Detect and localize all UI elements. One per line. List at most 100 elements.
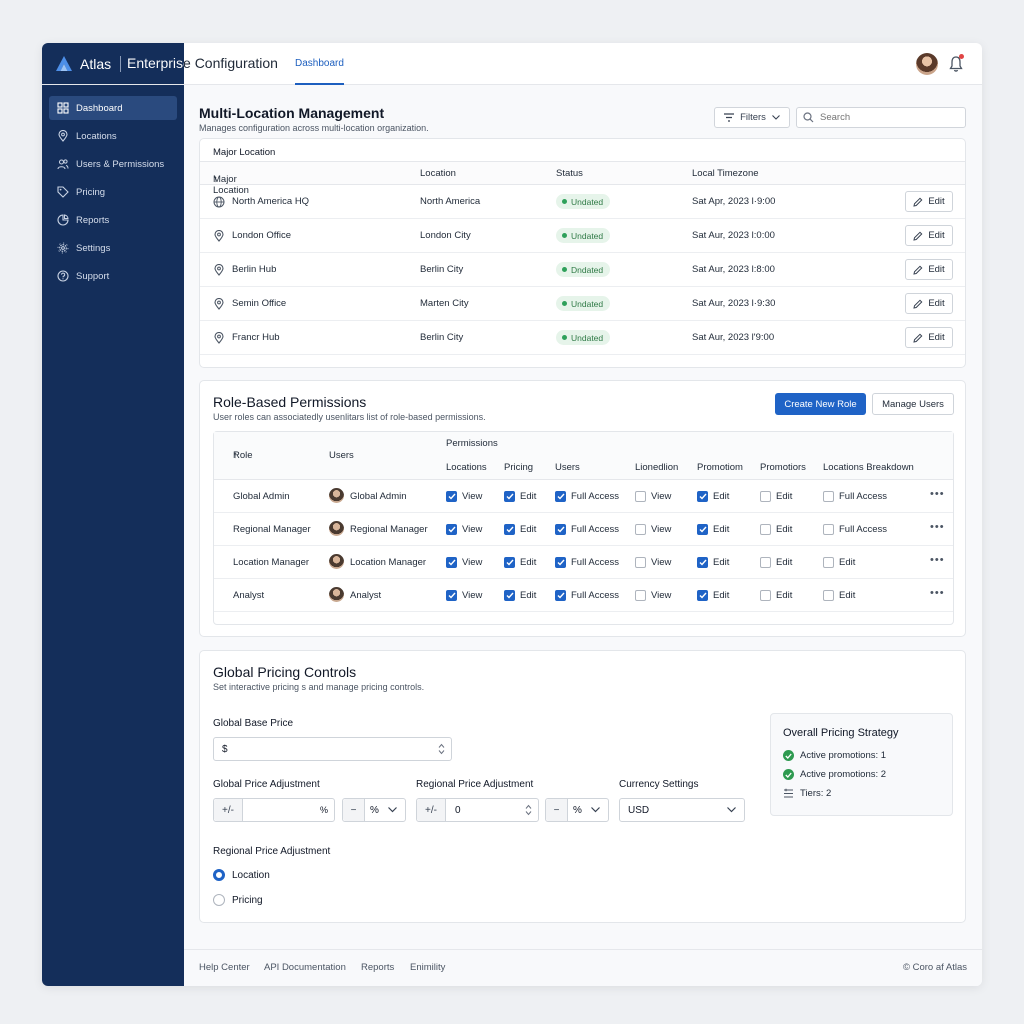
checkbox-checked[interactable]	[555, 590, 566, 601]
permission-checkbox[interactable]: View	[446, 524, 482, 535]
edit-button[interactable]: Edit	[905, 293, 953, 314]
permission-checkbox[interactable]: Edit	[504, 557, 536, 568]
table-row[interactable]: Francr Hub Berlin City Undated Sat Aur, 202…	[200, 321, 965, 355]
radio-pricing[interactable]: Pricing	[213, 894, 263, 906]
checkbox[interactable]	[823, 524, 834, 535]
checkbox[interactable]	[823, 557, 834, 568]
edit-button[interactable]: Edit	[905, 191, 953, 212]
permission-checkbox[interactable]: View	[446, 590, 482, 601]
radio-button-selected[interactable]	[213, 869, 225, 881]
permission-checkbox[interactable]: Full Access	[823, 491, 887, 502]
more-options-icon[interactable]: •••	[930, 554, 945, 566]
permission-checkbox[interactable]: Edit	[760, 524, 792, 535]
permission-checkbox[interactable]: Full Access	[555, 491, 619, 502]
radio-location[interactable]: Location	[213, 869, 270, 881]
checkbox-checked[interactable]	[697, 557, 708, 568]
edit-button[interactable]: Edit	[905, 225, 953, 246]
permission-checkbox[interactable]: Edit	[504, 524, 536, 535]
search-field[interactable]	[796, 107, 966, 128]
more-options-icon[interactable]: •••	[930, 521, 945, 533]
checkbox-checked[interactable]	[555, 557, 566, 568]
checkbox-checked[interactable]	[697, 590, 708, 601]
footer-link-api-docs[interactable]: API Documentation	[264, 962, 346, 973]
column-header-status[interactable]: Status	[556, 168, 583, 179]
table-row[interactable]: North America HQ North America Undated Sat …	[200, 185, 965, 219]
checkbox-checked[interactable]	[446, 491, 457, 502]
manage-users-button[interactable]: Manage Users	[872, 393, 954, 415]
permission-checkbox[interactable]: View	[635, 590, 671, 601]
checkbox-checked[interactable]	[446, 590, 457, 601]
column-header-timezone[interactable]: Local Timezone	[692, 168, 759, 179]
permission-checkbox[interactable]: Full Access	[555, 590, 619, 601]
checkbox-checked[interactable]	[446, 557, 457, 568]
permission-checkbox[interactable]: Edit	[823, 557, 855, 568]
checkbox[interactable]	[760, 590, 771, 601]
sidebar-item-locations[interactable]: Locations	[49, 124, 177, 148]
permission-checkbox[interactable]: Edit	[697, 557, 729, 568]
sidebar-item-dashboard[interactable]: Dashboard	[49, 96, 177, 120]
filters-button[interactable]: Filters	[714, 107, 790, 128]
checkbox-checked[interactable]	[504, 524, 515, 535]
checkbox-checked[interactable]	[555, 524, 566, 535]
brand[interactable]: Atlas	[42, 43, 184, 85]
checkbox[interactable]	[635, 557, 646, 568]
checkbox-checked[interactable]	[697, 491, 708, 502]
checkbox[interactable]	[760, 557, 771, 568]
checkbox[interactable]	[635, 491, 646, 502]
global-adjustment-input[interactable]: +/- %	[213, 798, 335, 822]
checkbox-checked[interactable]	[446, 524, 457, 535]
sidebar-item-support[interactable]: Support	[49, 264, 177, 288]
avatar[interactable]	[916, 53, 938, 75]
sidebar-item-settings[interactable]: Settings	[49, 236, 177, 260]
more-options-icon[interactable]: •••	[930, 488, 945, 500]
base-price-input[interactable]: $	[213, 737, 452, 761]
permission-checkbox[interactable]: Full Access	[823, 524, 887, 535]
search-input[interactable]	[820, 112, 960, 123]
permission-checkbox[interactable]: Edit	[697, 491, 729, 502]
tab-dashboard[interactable]: Dashboard	[295, 43, 344, 85]
checkbox[interactable]	[635, 524, 646, 535]
checkbox-checked[interactable]	[504, 590, 515, 601]
regional-adjustment-input[interactable]: +/- 0	[416, 798, 539, 822]
permission-checkbox[interactable]: View	[635, 524, 671, 535]
bell-icon[interactable]	[948, 55, 964, 73]
permission-checkbox[interactable]: View	[635, 491, 671, 502]
sidebar-item-reports[interactable]: Reports	[49, 208, 177, 232]
currency-select[interactable]: USD	[619, 798, 745, 822]
permission-checkbox[interactable]: Edit	[760, 491, 792, 502]
checkbox[interactable]	[760, 491, 771, 502]
table-row[interactable]: Regional Manager Regional Manager View Edit…	[214, 513, 953, 546]
stepper-icon[interactable]	[438, 743, 445, 755]
permission-checkbox[interactable]: Edit	[823, 590, 855, 601]
checkbox[interactable]	[823, 590, 834, 601]
permission-checkbox[interactable]: View	[446, 557, 482, 568]
regional-unit-select[interactable]: − %	[545, 798, 609, 822]
checkbox-checked[interactable]	[504, 491, 515, 502]
permission-checkbox[interactable]: Edit	[697, 524, 729, 535]
edit-button[interactable]: Edit	[905, 259, 953, 280]
radio-button[interactable]	[213, 894, 225, 906]
table-row[interactable]: Berlin Hub Berlin City Dndated Sat Aur, 202…	[200, 253, 965, 287]
checkbox-checked[interactable]	[697, 524, 708, 535]
column-header-users[interactable]: Users	[329, 450, 354, 461]
checkbox[interactable]	[635, 590, 646, 601]
footer-link-enimility[interactable]: Enimility	[410, 962, 446, 973]
permission-checkbox[interactable]: Edit	[697, 590, 729, 601]
checkbox[interactable]	[760, 524, 771, 535]
footer-link-help-center[interactable]: Help Center	[199, 962, 250, 973]
checkbox-checked[interactable]	[555, 491, 566, 502]
permission-checkbox[interactable]: Edit	[504, 590, 536, 601]
permission-checkbox[interactable]: Full Access	[555, 524, 619, 535]
edit-button[interactable]: Edit	[905, 327, 953, 348]
global-unit-select[interactable]: − %	[342, 798, 406, 822]
permission-checkbox[interactable]: Edit	[504, 491, 536, 502]
table-row[interactable]: Analyst Analyst View Edit Full Access View Edi…	[214, 579, 953, 612]
create-role-button[interactable]: Create New Role	[775, 393, 866, 415]
more-options-icon[interactable]: •••	[930, 587, 945, 599]
checkbox-checked[interactable]	[504, 557, 515, 568]
table-row[interactable]: London Office London City Undated Sat Aur, …	[200, 219, 965, 253]
permission-checkbox[interactable]: Edit	[760, 590, 792, 601]
sidebar-item-users-permissions[interactable]: Users & Permissions	[49, 152, 177, 176]
permission-checkbox[interactable]: View	[446, 491, 482, 502]
footer-link-reports[interactable]: Reports	[361, 962, 395, 973]
